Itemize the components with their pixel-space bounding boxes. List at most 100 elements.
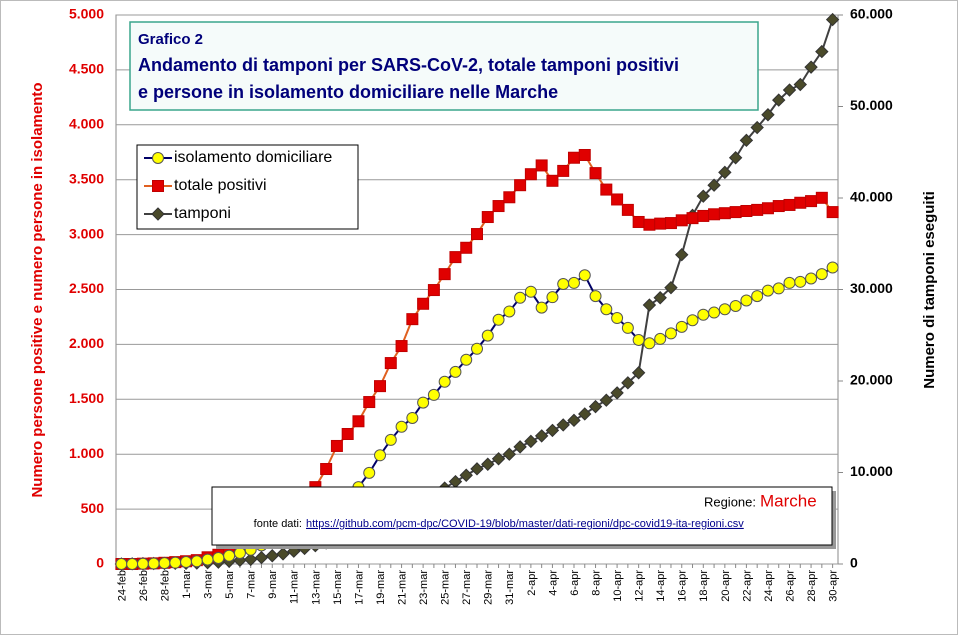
y-tick-label: 5.000 — [69, 6, 104, 22]
point — [180, 556, 193, 569]
y2-tick-label: 50.000 — [850, 97, 893, 113]
legend-marker — [152, 152, 164, 164]
point — [471, 228, 483, 241]
point — [535, 301, 548, 314]
point — [395, 420, 408, 433]
legend: isolamento domiciliare totale positivi tam… — [136, 144, 359, 230]
point — [654, 217, 667, 230]
point — [686, 314, 699, 327]
point — [320, 463, 333, 476]
point — [427, 388, 440, 401]
point — [363, 466, 376, 479]
point — [201, 553, 214, 566]
x-tick-label: 4-apr — [547, 570, 559, 596]
point — [589, 167, 602, 180]
title-label: Grafico 2 — [138, 31, 203, 48]
x-tick-label: 26-apr — [784, 570, 796, 602]
point — [265, 549, 279, 563]
point — [524, 434, 538, 449]
x-tick-label: 25-mar — [440, 570, 452, 605]
point — [718, 207, 731, 220]
point — [481, 457, 495, 471]
legend-label: totale positivi — [174, 177, 267, 194]
x-tick-label: 6-apr — [569, 570, 581, 596]
y2-tick-label: 40.000 — [850, 189, 893, 205]
point — [793, 77, 807, 92]
point — [491, 452, 506, 466]
y-tick-label: 500 — [81, 500, 105, 516]
point — [751, 203, 764, 216]
point — [815, 44, 829, 59]
point — [115, 558, 128, 570]
point — [524, 168, 537, 181]
legend-marker — [151, 207, 165, 221]
y2-tick-label: 20.000 — [850, 372, 893, 388]
point — [545, 423, 560, 438]
point — [772, 93, 786, 107]
source-link[interactable]: https://github.com/pcm-dpc/COVID-19/blob… — [306, 518, 744, 530]
x-tick-label: 12-apr — [634, 570, 646, 602]
point — [728, 151, 743, 165]
point — [514, 291, 527, 304]
point — [374, 449, 387, 462]
point — [621, 376, 635, 390]
x-tick-label: 22-apr — [741, 570, 753, 602]
point — [136, 557, 149, 570]
point — [578, 407, 592, 421]
point — [514, 179, 527, 192]
x-tick-label: 16-apr — [677, 570, 689, 602]
point — [567, 151, 580, 164]
point — [739, 133, 754, 148]
x-tick-label: 14-apr — [655, 570, 667, 602]
chart-title: Andamento di tamponi per SARS-CoV-2, tot… — [138, 55, 679, 75]
point — [815, 268, 828, 281]
point — [459, 468, 473, 482]
point — [654, 332, 667, 345]
point — [697, 308, 710, 321]
source-frame — [211, 486, 833, 546]
point — [406, 411, 419, 424]
x-tick-label: 11-mar — [289, 570, 301, 604]
title-frame — [129, 21, 759, 111]
point — [460, 353, 473, 366]
x-tick-label: 10-apr — [612, 570, 624, 602]
point — [588, 399, 603, 414]
point — [470, 462, 484, 476]
point — [438, 375, 451, 388]
point — [460, 241, 473, 254]
point — [653, 291, 667, 305]
point — [502, 447, 517, 461]
y2-tick-label: 30.000 — [850, 280, 893, 296]
point — [664, 217, 677, 230]
x-tick-label: 23-mar — [418, 570, 430, 605]
point — [471, 342, 483, 355]
legend-box — [136, 144, 359, 230]
point — [600, 303, 613, 316]
point — [718, 165, 732, 180]
point — [449, 251, 462, 264]
x-tick-label: 3-mar — [203, 570, 215, 599]
point — [642, 298, 657, 312]
point — [643, 337, 656, 350]
point — [632, 334, 645, 347]
point — [718, 303, 731, 316]
point — [611, 312, 624, 325]
point — [535, 159, 548, 172]
point — [546, 174, 559, 187]
y2-tick-label: 10.000 — [850, 463, 893, 479]
point — [449, 365, 462, 378]
point — [772, 282, 785, 295]
x-tick-label: 7-mar — [246, 570, 258, 599]
legend-label: isolamento domiciliare — [174, 149, 332, 166]
x-tick-label: 24-feb — [116, 570, 128, 601]
point — [750, 120, 764, 135]
point — [611, 193, 624, 206]
point — [751, 290, 764, 303]
point — [696, 189, 711, 203]
point — [524, 285, 537, 298]
legend-label: tamponi — [174, 205, 231, 222]
point — [805, 272, 818, 285]
point — [729, 299, 742, 312]
source-box: Regione: Marche fonte dati: https://gith… — [211, 486, 836, 549]
point — [481, 211, 494, 224]
